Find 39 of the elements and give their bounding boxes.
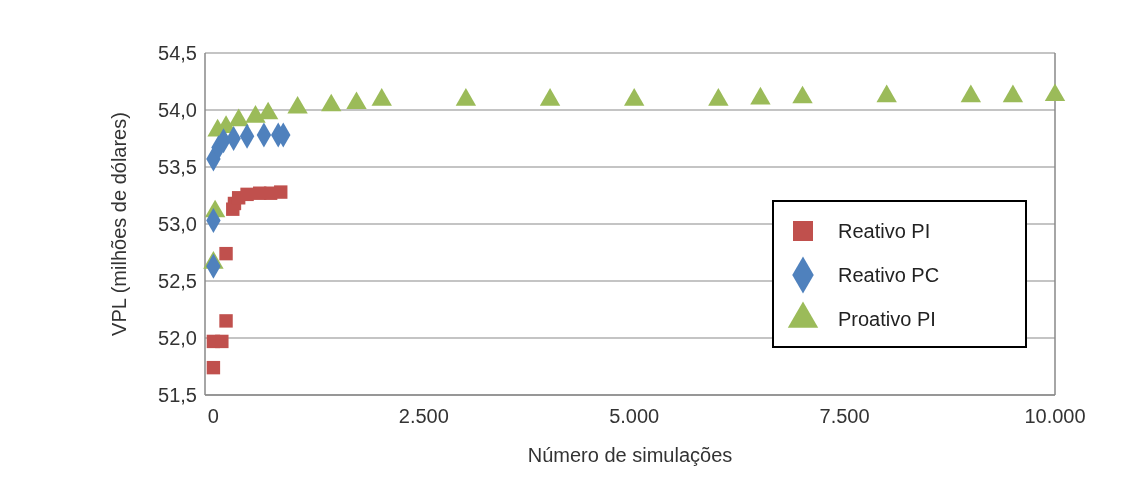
y-axis-title: VPL (milhões de dólares) [108, 112, 130, 336]
point [215, 334, 229, 349]
point [206, 360, 221, 375]
x-tick-label: 10.000 [1024, 405, 1086, 427]
point [1044, 83, 1066, 102]
point [245, 105, 266, 123]
point [960, 84, 982, 103]
x-tick-label: 5.000 [609, 405, 660, 427]
point [455, 87, 477, 106]
x-tick-label: 2.500 [398, 405, 449, 427]
legend-label: Reativo PC [838, 264, 940, 286]
point [219, 314, 233, 328]
y-tick-label: 54,5 [158, 42, 197, 64]
point [219, 246, 233, 261]
point [539, 87, 561, 106]
y-tick-label: 53,0 [158, 213, 197, 235]
x-tick-label: 7.500 [819, 405, 870, 427]
point [792, 85, 813, 104]
point [287, 95, 308, 114]
point [228, 108, 249, 127]
y-tick-label: 52,5 [158, 270, 197, 292]
point [876, 84, 897, 103]
point [321, 93, 342, 112]
point [371, 87, 392, 106]
x-tick-label: 0 [207, 405, 219, 427]
y-tick-label: 52,0 [158, 327, 197, 349]
point [750, 86, 771, 105]
point [624, 87, 645, 106]
y-tick-label: 53,5 [158, 156, 197, 178]
legend-label: Proativo PI [838, 308, 936, 330]
point [1002, 84, 1024, 103]
y-tick-label: 54,0 [158, 99, 197, 121]
point [274, 185, 288, 199]
y-tick-label: 51,5 [158, 384, 197, 406]
point [708, 87, 729, 106]
point [240, 187, 254, 202]
point [346, 91, 367, 110]
legend-label: Reativo PI [838, 220, 931, 242]
x-axis-title: Número de simulações [527, 444, 733, 466]
